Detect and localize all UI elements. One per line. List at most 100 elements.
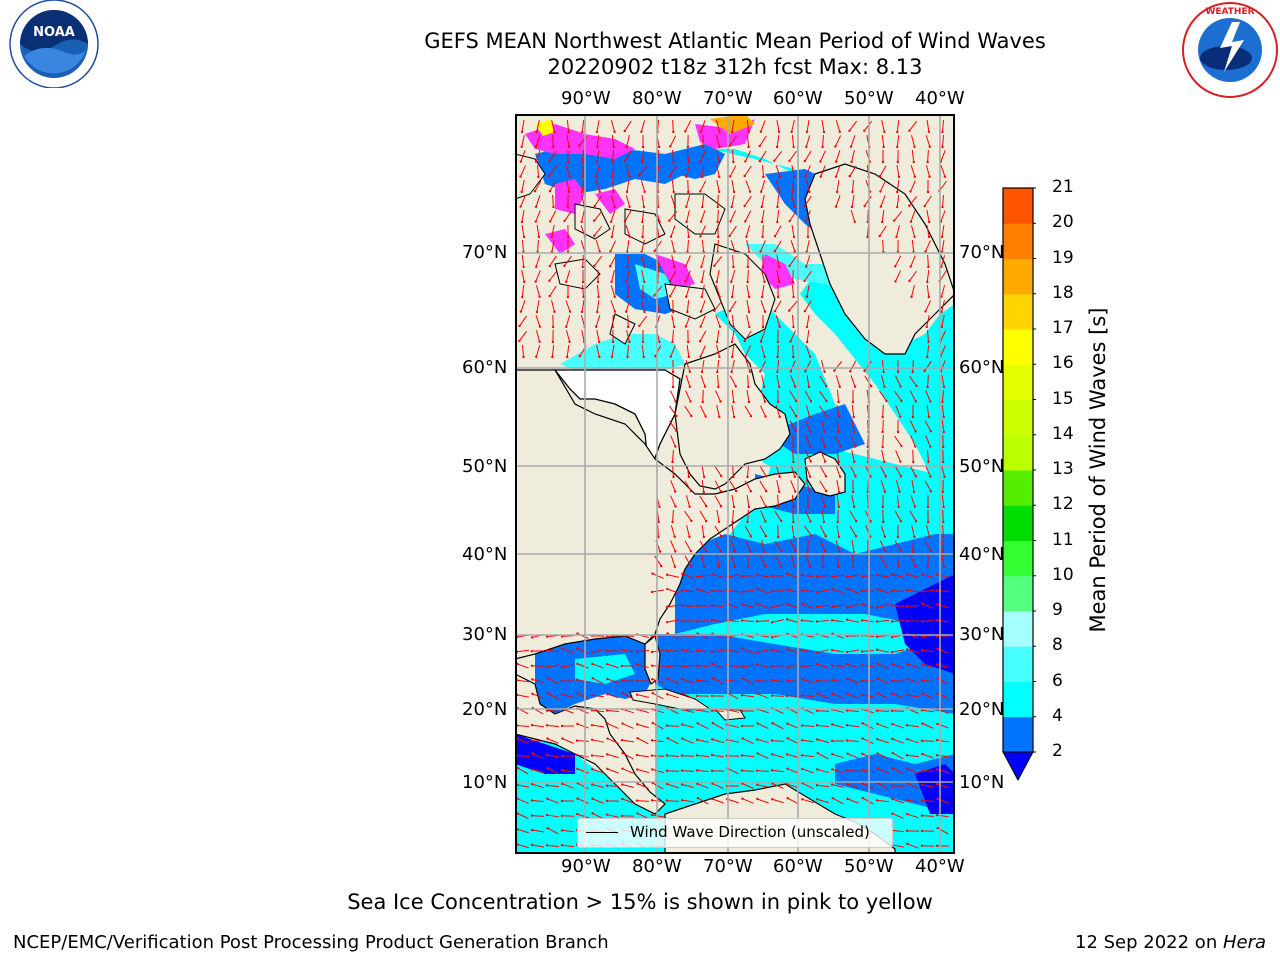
wave-direction-arrow — [820, 360, 826, 372]
wave-direction-arrow — [532, 783, 544, 789]
wave-direction-arrow — [791, 555, 795, 567]
wave-direction-arrowhead — [687, 235, 690, 239]
wave-direction-arrow — [517, 738, 529, 744]
wave-direction-arrow — [847, 693, 859, 699]
wave-direction-arrowhead — [516, 766, 519, 770]
wave-direction-arrow — [910, 495, 916, 507]
wave-direction-arrowhead — [764, 520, 767, 523]
lon-label-top: 70°W — [703, 88, 753, 109]
wave-direction-arrowhead — [566, 295, 570, 299]
wave-direction-arrow — [717, 194, 719, 208]
wave-direction-arrow — [741, 620, 755, 622]
wave-direction-arrow — [922, 784, 934, 788]
wave-direction-arrow — [696, 754, 710, 758]
wave-direction-arrow — [802, 782, 814, 790]
wave-direction-arrow — [896, 179, 900, 193]
wave-direction-arrow — [820, 540, 826, 552]
wave-direction-arrow — [831, 619, 845, 623]
wave-direction-arrowhead — [718, 295, 721, 298]
wave-direction-arrow — [741, 770, 755, 772]
wave-direction-arrow — [548, 165, 558, 177]
wave-direction-arrowhead — [576, 797, 579, 800]
wave-direction-arrow — [607, 738, 619, 744]
wave-direction-arrowhead — [942, 505, 945, 509]
wave-direction-arrowhead — [790, 130, 793, 134]
wave-direction-arrow — [534, 180, 542, 192]
wave-direction-arrow — [775, 405, 781, 417]
wave-direction-arrowhead — [899, 520, 903, 523]
wave-direction-arrowhead — [665, 769, 669, 772]
wave-direction-arrowhead — [854, 534, 858, 538]
wave-direction-arrowhead — [896, 205, 899, 209]
wave-direction-arrow — [832, 709, 844, 713]
wave-direction-arrowhead — [899, 385, 902, 388]
wave-direction-arrow — [577, 679, 589, 683]
wave-direction-arrowhead — [626, 295, 630, 299]
wave-direction-arrowhead — [590, 723, 594, 727]
wave-direction-arrowhead — [713, 264, 716, 267]
wave-direction-arrow — [696, 679, 710, 683]
wave-direction-arrowhead — [770, 648, 774, 652]
wave-direction-arrowhead — [926, 190, 930, 194]
wave-direction-arrow — [547, 664, 559, 668]
wave-direction-arrow — [625, 300, 631, 312]
wave-direction-arrow — [727, 692, 739, 700]
wave-direction-arrowhead — [906, 737, 909, 741]
wave-direction-arrowhead — [552, 205, 555, 209]
wave-direction-arrowhead — [764, 489, 768, 493]
wave-direction-arrow — [532, 678, 544, 684]
wave-direction-arrow — [638, 315, 648, 327]
wave-direction-arrowhead — [685, 220, 688, 224]
colorbar-segment — [1003, 575, 1033, 612]
wave-direction-arrow — [817, 663, 829, 669]
wave-direction-arrowhead — [760, 295, 764, 299]
wave-direction-arrow — [802, 603, 814, 609]
wave-direction-arrowhead — [846, 797, 849, 800]
wave-direction-arrowhead — [759, 340, 763, 343]
wave-direction-arrowhead — [621, 751, 624, 755]
wave-direction-arrowhead — [716, 205, 719, 209]
wave-direction-arrowhead — [789, 340, 792, 343]
wave-direction-arrow — [714, 495, 722, 507]
wave-direction-arrowhead — [560, 679, 564, 683]
wave-direction-arrowhead — [792, 520, 795, 524]
wave-direction-arrowhead — [913, 145, 916, 149]
wave-direction-arrowhead — [824, 489, 828, 493]
wave-direction-arrowhead — [654, 355, 657, 358]
wave-direction-arrowhead — [590, 738, 594, 742]
wave-direction-arrow — [892, 649, 904, 653]
wave-direction-arrow — [610, 210, 616, 222]
wave-direction-arrow — [717, 209, 719, 223]
wave-direction-arrowhead — [610, 280, 613, 284]
lon-label-bottom: 70°W — [703, 856, 753, 877]
wave-direction-arrowhead — [929, 549, 933, 553]
wave-direction-arrow — [877, 692, 889, 700]
wave-direction-arrowhead — [926, 385, 929, 389]
colorbar-segment — [1003, 540, 1033, 577]
wave-direction-arrowhead — [809, 400, 813, 403]
wave-direction-arrow — [717, 239, 719, 253]
wave-direction-arrow — [816, 784, 830, 788]
wave-direction-arrowhead — [626, 265, 629, 269]
wave-direction-arrow — [757, 649, 769, 653]
wave-direction-arrow — [821, 119, 825, 133]
wave-direction-arrowhead — [929, 475, 932, 478]
wave-direction-arrowhead — [537, 235, 541, 239]
wave-direction-arrow — [716, 165, 720, 177]
wave-direction-arrow — [563, 255, 573, 267]
wave-direction-arrow — [595, 240, 601, 252]
wave-direction-arrowhead — [770, 590, 774, 593]
wave-direction-arrowhead — [598, 355, 601, 359]
wave-direction-arrow — [666, 664, 680, 668]
wave-direction-arrow — [820, 150, 826, 162]
wave-direction-arrow — [681, 589, 695, 593]
wave-direction-arrow — [666, 650, 680, 652]
wave-direction-arrow — [792, 179, 794, 193]
wave-direction-arrowhead — [545, 635, 549, 638]
wave-direction-arrowhead — [801, 798, 804, 801]
wave-direction-arrow — [927, 149, 929, 163]
wave-direction-arrowhead — [680, 754, 684, 757]
wave-direction-arrowhead — [695, 604, 699, 608]
wave-direction-arrow — [926, 315, 930, 327]
wave-direction-arrow — [835, 540, 841, 552]
